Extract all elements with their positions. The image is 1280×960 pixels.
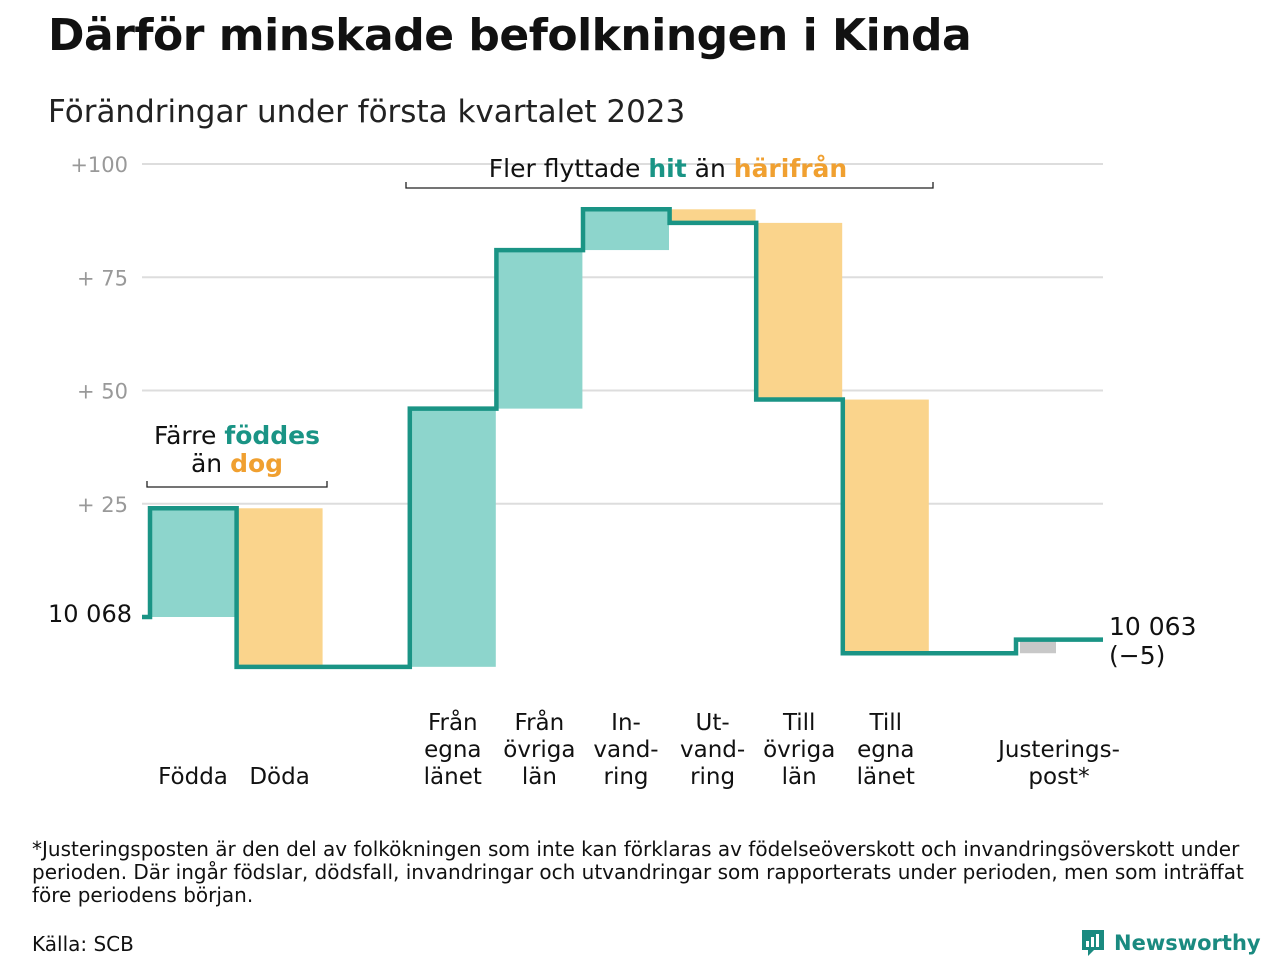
category-label: Döda [249,764,309,790]
category-label: In- [611,710,641,736]
category-label: Från [515,708,565,736]
category-label: ring [603,764,648,790]
y-tick-label: +100 [70,153,128,177]
bar-0 [150,508,236,617]
category-label: vand- [593,737,658,763]
annotation-part: Färre [154,421,224,450]
source-note: Källa: SCB [32,932,134,956]
annotation-part: föddes [224,421,320,450]
category-label: Justerings- [996,737,1120,763]
category-label: vand- [680,737,745,763]
annotation-bracket-migration [405,182,934,189]
bar-2 [409,408,496,667]
population-step-line [142,207,1103,670]
category-label: övriga [763,737,835,763]
annotation-bracket-births [146,481,328,488]
brand-name: Newsworthy [1114,931,1261,955]
bar-7 [842,399,929,654]
annotation-migration: Fler flyttade hit än härifrån [489,154,847,183]
category-label: Födda [158,764,228,790]
category-label: Till [869,710,903,736]
annotation-part: än [687,154,734,183]
end-value-label: 10 063 [1109,612,1196,641]
y-tick-label: + 75 [77,266,128,290]
bar-6 [756,222,843,400]
category-label: länet [857,764,915,790]
category-label: län [782,764,817,790]
annotation-part: dog [230,449,283,478]
end-change-label: (−5) [1109,641,1165,670]
bar-8 [1020,639,1056,654]
annotation-part: hit [648,154,686,183]
bar-1 [236,508,323,667]
y-tick-label: + 50 [77,380,128,404]
annotation-births-deaths-line2: än dog [191,449,283,478]
category-label: Till [782,710,816,736]
category-label: egna [424,737,481,763]
category-label: egna [857,737,914,763]
category-label: länet [424,764,482,790]
category-label: post* [1028,764,1089,790]
footnote: *Justeringsposten är den del av folkökni… [32,837,1244,907]
chart-title: Därför minskade befolkningen i Kinda [48,10,972,61]
chart-subtitle: Förändringar under första kvartalet 2023 [48,94,686,130]
bar-5 [669,209,756,223]
newsworthy-logo-icon [1082,930,1104,956]
annotation-part: härifrån [734,154,847,183]
category-label: övriga [503,737,575,763]
annotation-part: Fler flyttade [489,154,649,183]
category-label: län [522,764,557,790]
start-value-label: 10 068 [48,600,132,628]
bar-3 [496,250,583,409]
bar-4 [583,209,669,251]
category-label: Från [428,708,478,736]
annotation-part: än [191,449,230,478]
category-label: ring [690,764,735,790]
newsworthy-brand[interactable]: Newsworthy [1080,928,1261,958]
y-tick-label: + 25 [77,493,128,517]
annotation-births-deaths-line1: Färre föddes [154,421,320,450]
category-label: Ut- [696,710,730,736]
